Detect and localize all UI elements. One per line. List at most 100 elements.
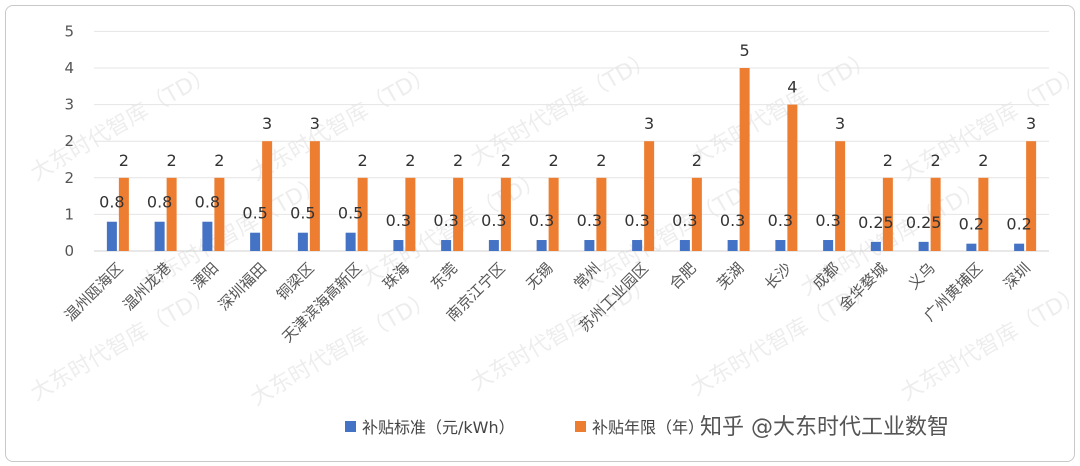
credit-watermark: 知乎 @大东时代工业数智 bbox=[700, 415, 949, 440]
bar-years bbox=[309, 141, 320, 251]
data-label-years: 2 bbox=[214, 151, 224, 170]
data-label-years: 2 bbox=[119, 151, 129, 170]
bar-years bbox=[214, 177, 225, 251]
data-label-years: 3 bbox=[310, 114, 320, 133]
y-tick-label: 2 bbox=[64, 132, 74, 150]
bar-standard bbox=[966, 243, 977, 251]
watermark-text-2: 大东时代智库（TD） bbox=[467, 46, 658, 171]
category-label: 深圳福田 bbox=[215, 259, 270, 314]
legend-swatch-standard bbox=[345, 421, 356, 432]
bar-years bbox=[500, 177, 511, 251]
bar-years bbox=[166, 177, 177, 251]
legend-swatch-years bbox=[575, 421, 586, 432]
bar-standard bbox=[727, 240, 738, 251]
bar-years bbox=[787, 104, 798, 251]
data-label-standard: 0.5 bbox=[338, 204, 363, 223]
data-label-standard: 0.3 bbox=[577, 211, 602, 230]
category-label: 长沙 bbox=[761, 259, 795, 293]
bar-standard bbox=[632, 240, 643, 251]
y-tick-label: 3 bbox=[64, 96, 74, 114]
category-label: 无锡 bbox=[523, 259, 557, 293]
bar-standard bbox=[441, 240, 452, 251]
y-axis-ticks: 01223456 bbox=[64, 22, 74, 260]
bar-standard bbox=[870, 241, 881, 251]
data-label-standard: 0.3 bbox=[720, 211, 745, 230]
data-label-years: 3 bbox=[835, 114, 845, 133]
bar-years bbox=[882, 177, 893, 251]
category-label: 温州瓯海区 bbox=[61, 259, 127, 325]
bar-years bbox=[739, 68, 750, 251]
data-label-years: 2 bbox=[596, 151, 606, 170]
bar-chart: 大东时代智库（TD） 大东时代智库（TD） 大东时代智库（TD） 大东时代智库（TD）… bbox=[27, 22, 1075, 440]
bar-years bbox=[1026, 141, 1037, 251]
legend: 补贴标准（元/kWh） 补贴年限（年） bbox=[345, 418, 704, 437]
bar-years bbox=[835, 141, 846, 251]
bar-standard bbox=[106, 221, 117, 251]
category-label: 芜湖 bbox=[714, 259, 748, 293]
watermark-text-6: 大东时代智库（TD） bbox=[247, 286, 438, 411]
y-tick-label: 4 bbox=[64, 59, 74, 77]
data-label-standard: 0.3 bbox=[768, 211, 793, 230]
data-label-standard: 0.3 bbox=[433, 211, 458, 230]
bar-standard bbox=[297, 232, 308, 251]
y-tick-label: 5 bbox=[64, 22, 74, 40]
bar-years bbox=[453, 177, 464, 251]
data-label-standard: 0.25 bbox=[858, 213, 894, 232]
data-label-years: 2 bbox=[883, 151, 893, 170]
data-label-standard: 0.3 bbox=[624, 211, 649, 230]
data-label-years: 2 bbox=[167, 151, 177, 170]
data-label-standard: 0.5 bbox=[290, 204, 315, 223]
bar-years bbox=[644, 141, 655, 251]
bar-standard bbox=[1014, 243, 1025, 251]
category-label: 深圳 bbox=[1000, 259, 1034, 293]
bar-standard bbox=[823, 240, 834, 251]
bar-years bbox=[691, 177, 702, 251]
chart-frame: 大东时代智库（TD） 大东时代智库（TD） 大东时代智库（TD） 大东时代智库（TD）… bbox=[5, 5, 1075, 462]
data-label-years: 3 bbox=[262, 114, 272, 133]
data-label-standard: 0.25 bbox=[906, 213, 942, 232]
data-label-standard: 0.3 bbox=[529, 211, 554, 230]
legend-label-years: 补贴年限（年） bbox=[592, 418, 704, 437]
bar-years bbox=[548, 177, 559, 251]
data-label-years: 3 bbox=[1026, 114, 1036, 133]
data-label-standard: 0.8 bbox=[195, 193, 220, 212]
bar-years bbox=[978, 177, 989, 251]
bars bbox=[106, 68, 1037, 251]
data-label-years: 2 bbox=[931, 151, 941, 170]
y-tick-label: 1 bbox=[64, 205, 74, 223]
bar-standard bbox=[250, 232, 261, 251]
bar-standard bbox=[679, 240, 690, 251]
bar-years bbox=[596, 177, 607, 251]
bar-standard bbox=[918, 241, 929, 251]
bar-standard bbox=[536, 240, 547, 251]
data-label-years: 2 bbox=[453, 151, 463, 170]
bar-standard bbox=[202, 221, 213, 251]
data-label-years: 2 bbox=[405, 151, 415, 170]
bar-standard bbox=[345, 232, 356, 251]
bar-years bbox=[118, 177, 129, 251]
bar-years bbox=[357, 177, 368, 251]
category-label: 铜梁区 bbox=[273, 259, 318, 304]
legend-label-standard: 补贴标准（元/kWh） bbox=[362, 418, 515, 437]
data-label-standard: 0.3 bbox=[481, 211, 506, 230]
data-label-standard: 0.3 bbox=[815, 211, 840, 230]
data-label-standard: 0.5 bbox=[242, 204, 267, 223]
bar-years bbox=[930, 177, 941, 251]
bar-standard bbox=[488, 240, 499, 251]
data-label-standard: 0.3 bbox=[672, 211, 697, 230]
watermark-text-3: 大东时代智库（TD） bbox=[687, 46, 878, 171]
data-label-standard: 0.2 bbox=[1006, 215, 1031, 234]
data-labels: 0.8 2 0.8 2 0.8 2 0.5 3 0.5 3 0.5 2 0.3 2 0.3 2 0.3 2 0.3 2… bbox=[99, 41, 1036, 234]
data-label-standard: 0.8 bbox=[99, 193, 124, 212]
bar-standard bbox=[775, 240, 786, 251]
category-label: 东莞 bbox=[427, 259, 461, 293]
data-label-standard: 0.8 bbox=[147, 193, 172, 212]
data-label-years: 2 bbox=[978, 151, 988, 170]
bar-years bbox=[405, 177, 416, 251]
data-label-standard: 0.2 bbox=[959, 215, 984, 234]
data-label-years: 2 bbox=[358, 151, 368, 170]
data-label-years: 3 bbox=[644, 114, 654, 133]
bar-standard bbox=[393, 240, 404, 251]
category-label: 合肥 bbox=[666, 259, 700, 293]
y-tick-label: 0 bbox=[64, 242, 74, 260]
